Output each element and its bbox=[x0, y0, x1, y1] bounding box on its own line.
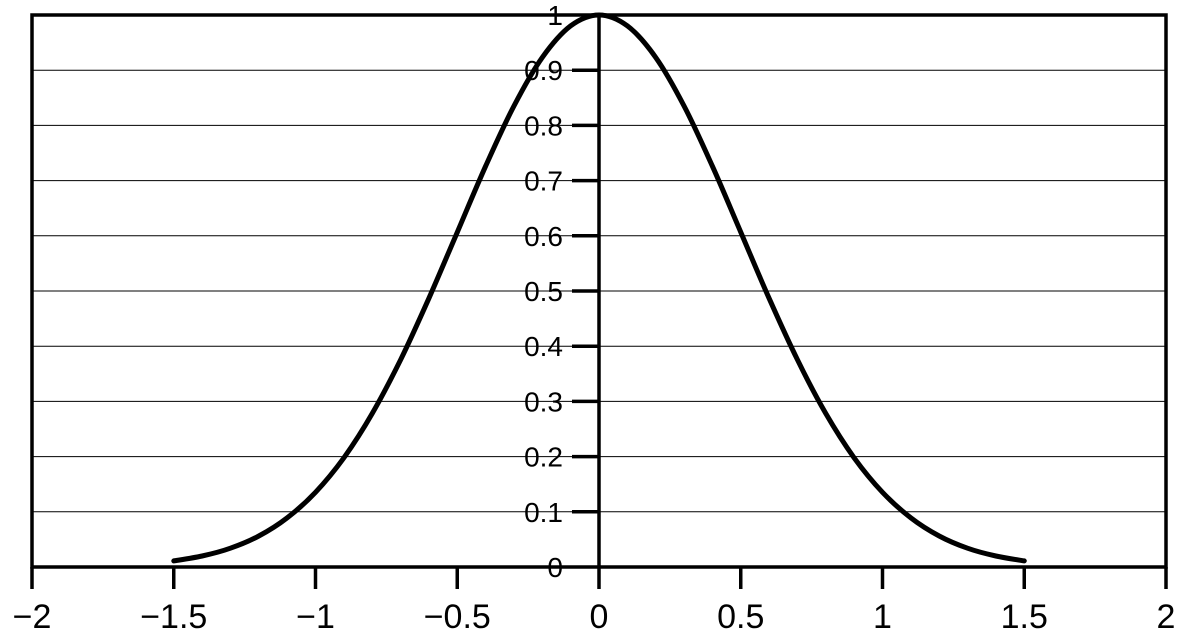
y-tick-label: 1 bbox=[547, 0, 563, 31]
y-tick-label: 0.5 bbox=[524, 276, 563, 307]
y-tick-label: 0 bbox=[547, 552, 563, 583]
x-tick-label: 2 bbox=[1157, 598, 1176, 636]
y-tick-label: 0.9 bbox=[524, 55, 563, 86]
x-tick-label: −1.5 bbox=[140, 598, 207, 636]
curve-bell-curve bbox=[171, 12, 1027, 564]
y-tick-label: 0.4 bbox=[524, 331, 563, 362]
x-tick-label: −2 bbox=[13, 598, 52, 636]
y-tick-label: 0.8 bbox=[524, 110, 563, 141]
y-tick-label: 0.3 bbox=[524, 386, 563, 417]
x-tick-label: 0.5 bbox=[717, 598, 764, 636]
y-tick-label: 0.2 bbox=[524, 442, 563, 473]
y-tick-label: 0.6 bbox=[524, 221, 563, 252]
y-tick-label: 0.1 bbox=[524, 497, 563, 528]
x-tick-label: 1.5 bbox=[1001, 598, 1048, 636]
x-tick-label: 0 bbox=[590, 598, 609, 636]
x-tick-label: 1 bbox=[873, 598, 892, 636]
y-tick-label: 0.7 bbox=[524, 166, 563, 197]
x-tick-label: −1 bbox=[296, 598, 335, 636]
x-tick-label: −0.5 bbox=[424, 598, 491, 636]
